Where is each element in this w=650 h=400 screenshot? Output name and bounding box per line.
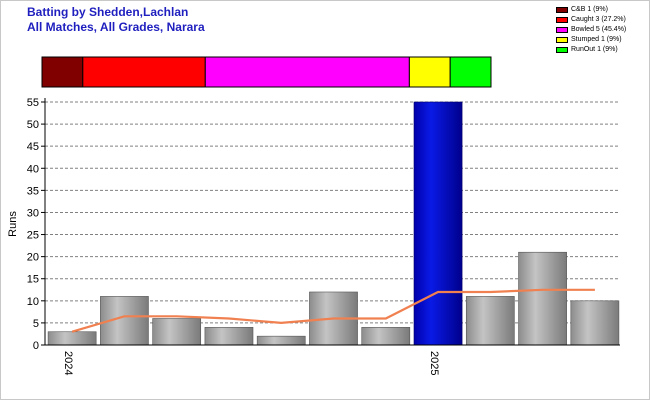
- legend-swatch-stumped: [556, 37, 568, 43]
- y-tick-label: 35: [27, 185, 39, 197]
- y-axis-title: Runs: [7, 211, 19, 237]
- legend-item-bowled: Bowled 5 (45.4%): [556, 25, 626, 35]
- title-line-2: All Matches, All Grades, Narara: [27, 20, 205, 34]
- legend-label-caught: Caught 3 (27.2%): [571, 16, 626, 23]
- trend-line: [71, 288, 595, 333]
- title-line-1: Batting by Shedden,Lachlan: [27, 5, 189, 19]
- legend-swatch-bowled: [556, 27, 568, 33]
- chart-title: Batting by Shedden,Lachlan All Matches, …: [27, 5, 205, 35]
- legend-item-caught: Caught 3 (27.2%): [556, 15, 626, 25]
- y-tick-label: 30: [27, 207, 39, 219]
- bar: [361, 327, 411, 346]
- trend-line-group: [71, 288, 595, 333]
- y-tick-label: 25: [27, 230, 39, 242]
- axes: [44, 98, 620, 346]
- legend-label-bowled: Bowled 5 (45.4%): [571, 26, 627, 33]
- y-tick-label: 15: [27, 274, 39, 286]
- y-tick-label: 10: [27, 296, 39, 308]
- legend-swatch-caught: [556, 17, 568, 23]
- x-year-labels: 2024 2025: [62, 351, 440, 375]
- legend-label-runout: RunOut 1 (9%): [571, 46, 618, 53]
- dismissal-segment-cb: [41, 56, 84, 88]
- bar: [518, 251, 567, 346]
- bar-highlight: [413, 101, 463, 346]
- x-year-label: 2025: [428, 351, 440, 375]
- bars: [47, 101, 620, 346]
- y-tick-label: 40: [27, 163, 39, 175]
- legend: C&B 1 (9%) Caught 3 (27.2%) Bowled 5 (45…: [556, 5, 626, 55]
- y-tick-label: 5: [33, 318, 39, 330]
- y-tick-label: 20: [27, 252, 39, 264]
- dismissal-summary-bar: [41, 56, 492, 88]
- bar: [47, 331, 97, 346]
- y-tick-label: 0: [33, 340, 39, 352]
- bar: [204, 327, 254, 346]
- y-tick-label: 45: [27, 141, 39, 153]
- bar: [465, 296, 515, 346]
- legend-item-cb: C&B 1 (9%): [556, 5, 626, 15]
- dismissal-segment-caught: [82, 56, 206, 88]
- x-year-label: 2024: [62, 351, 74, 375]
- bar: [256, 335, 306, 346]
- legend-item-stumped: Stumped 1 (9%): [556, 35, 626, 45]
- y-tick-labels: 0 5 10 15 20 25 30 35 40 45 50 55: [27, 97, 45, 352]
- y-tick-label: 55: [27, 97, 39, 109]
- bar: [152, 318, 202, 346]
- dismissal-segment-runout: [449, 56, 492, 88]
- dismissal-segment-bowled: [204, 56, 410, 88]
- legend-swatch-cb: [556, 7, 568, 13]
- bar: [570, 300, 620, 346]
- legend-label-stumped: Stumped 1 (9%): [571, 36, 622, 43]
- legend-item-runout: RunOut 1 (9%): [556, 45, 626, 55]
- dismissal-segment-stumped: [408, 56, 451, 88]
- legend-label-cb: C&B 1 (9%): [571, 6, 608, 13]
- legend-swatch-runout: [556, 47, 568, 53]
- y-tick-label: 50: [27, 119, 39, 131]
